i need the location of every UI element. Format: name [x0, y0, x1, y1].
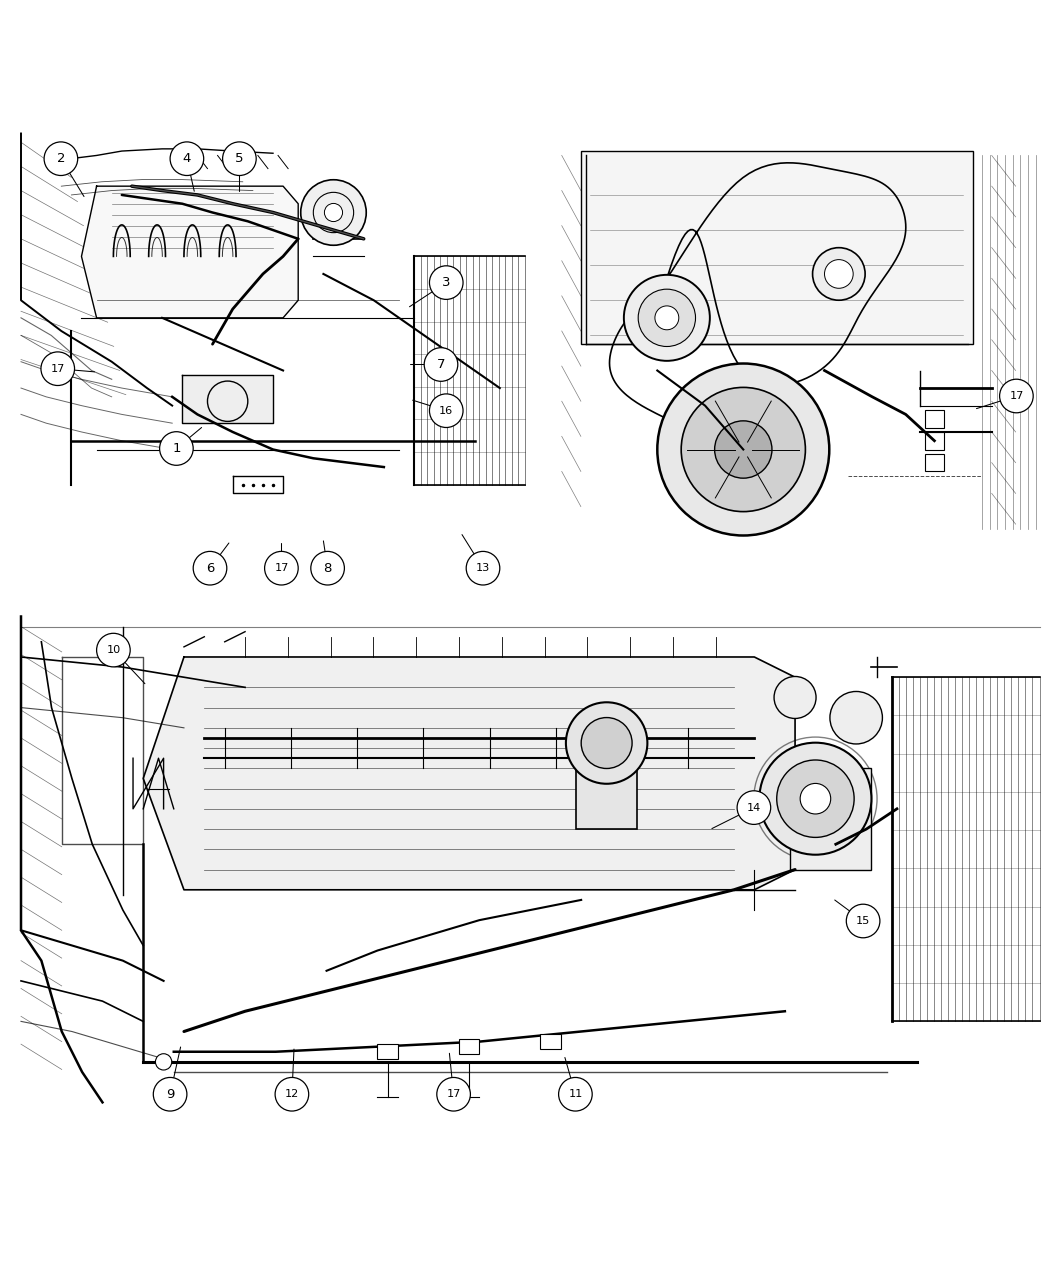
- Text: 9: 9: [166, 1088, 174, 1100]
- Circle shape: [44, 142, 78, 176]
- Circle shape: [170, 142, 204, 176]
- Text: 6: 6: [206, 562, 214, 575]
- Text: 3: 3: [442, 277, 450, 289]
- Polygon shape: [183, 375, 273, 423]
- Text: 8: 8: [323, 562, 332, 575]
- Circle shape: [1000, 379, 1033, 413]
- Circle shape: [41, 352, 75, 385]
- Circle shape: [582, 718, 632, 769]
- Text: 2: 2: [57, 152, 65, 166]
- Circle shape: [97, 634, 130, 667]
- Circle shape: [429, 265, 463, 300]
- Text: 12: 12: [285, 1089, 299, 1099]
- Text: 14: 14: [747, 802, 761, 812]
- Text: 17: 17: [50, 363, 65, 374]
- Circle shape: [737, 790, 771, 825]
- Circle shape: [566, 703, 648, 784]
- Bar: [459, 1039, 479, 1054]
- Bar: [790, 769, 872, 870]
- Text: 15: 15: [856, 915, 870, 926]
- Circle shape: [275, 1077, 309, 1111]
- Circle shape: [466, 551, 500, 585]
- Text: 10: 10: [106, 645, 121, 655]
- Bar: [378, 1044, 398, 1060]
- Circle shape: [437, 1077, 470, 1111]
- Text: 5: 5: [235, 152, 244, 166]
- Circle shape: [429, 394, 463, 427]
- Bar: [576, 743, 637, 829]
- Circle shape: [655, 306, 678, 330]
- Text: 7: 7: [437, 358, 445, 371]
- Circle shape: [774, 677, 816, 719]
- Polygon shape: [143, 657, 795, 890]
- Text: 17: 17: [274, 564, 289, 574]
- Circle shape: [324, 204, 342, 222]
- Bar: [581, 150, 972, 344]
- Text: 16: 16: [439, 405, 454, 416]
- Bar: [925, 411, 944, 427]
- Circle shape: [638, 289, 695, 347]
- Text: 1: 1: [172, 442, 181, 455]
- Circle shape: [715, 421, 772, 478]
- Circle shape: [846, 904, 880, 938]
- Circle shape: [559, 1077, 592, 1111]
- Circle shape: [424, 348, 458, 381]
- Bar: [925, 432, 944, 450]
- Circle shape: [800, 783, 831, 813]
- Bar: [925, 454, 944, 472]
- Circle shape: [155, 1053, 172, 1070]
- Bar: [541, 1034, 561, 1049]
- Circle shape: [813, 247, 865, 300]
- Circle shape: [193, 551, 227, 585]
- Text: 17: 17: [1009, 391, 1024, 402]
- Circle shape: [777, 760, 854, 838]
- Circle shape: [265, 551, 298, 585]
- Circle shape: [153, 1077, 187, 1111]
- Polygon shape: [82, 186, 298, 317]
- Polygon shape: [233, 476, 284, 493]
- Circle shape: [624, 275, 710, 361]
- Text: 11: 11: [568, 1089, 583, 1099]
- Text: 4: 4: [183, 152, 191, 166]
- Circle shape: [300, 180, 366, 245]
- Circle shape: [759, 742, 872, 854]
- Circle shape: [681, 388, 805, 511]
- Circle shape: [223, 142, 256, 176]
- Text: 17: 17: [446, 1089, 461, 1099]
- Text: 13: 13: [476, 564, 490, 574]
- Circle shape: [657, 363, 830, 536]
- Circle shape: [824, 260, 854, 288]
- Circle shape: [311, 551, 344, 585]
- Circle shape: [830, 691, 882, 745]
- Circle shape: [160, 432, 193, 465]
